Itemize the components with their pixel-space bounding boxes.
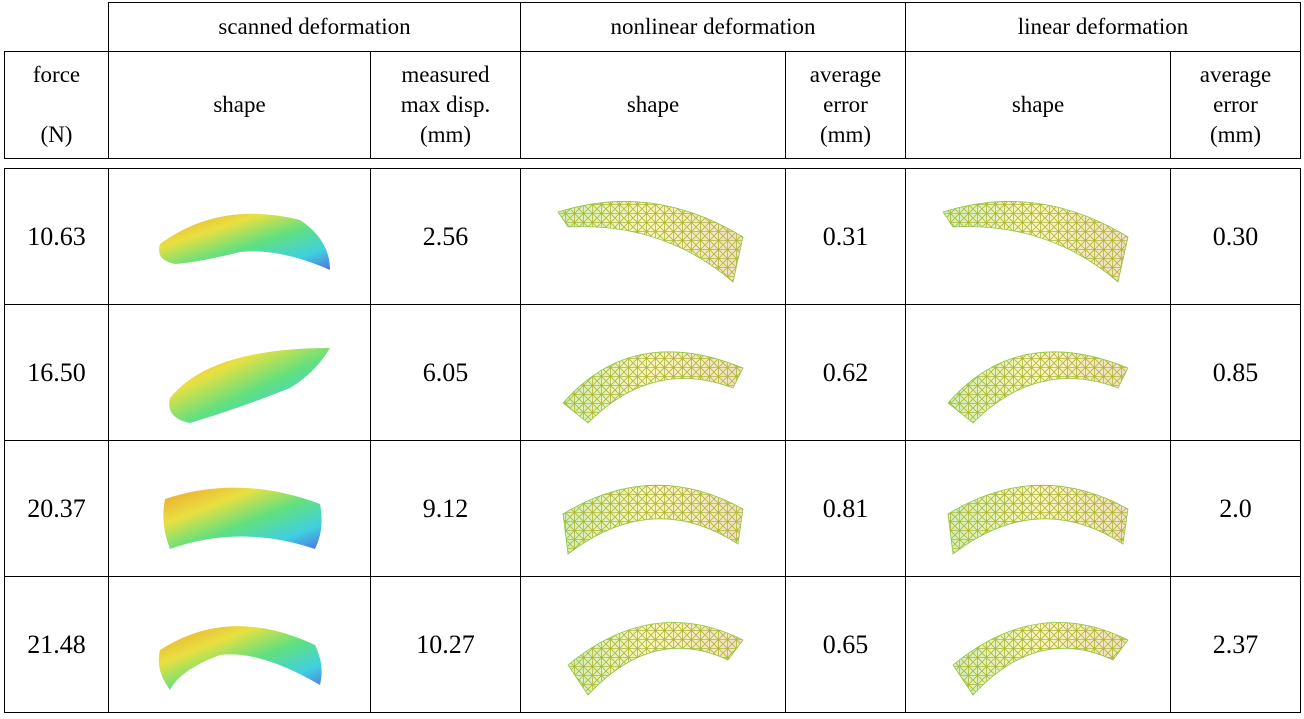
data-row: 20.37 9.12 0.81 2.0 — [5, 441, 1301, 577]
shape-cell — [521, 305, 786, 441]
column-header: shape — [521, 52, 786, 159]
linear-error-cell: 0.85 — [1171, 305, 1301, 441]
header-line: average — [786, 60, 905, 90]
mesh-surface — [948, 485, 1128, 554]
scanned-surface — [159, 213, 330, 269]
shape-image — [543, 318, 763, 428]
header-line: (mm) — [786, 120, 905, 150]
shape-cell — [906, 169, 1171, 305]
mesh-surface — [563, 485, 743, 554]
body-table: 10.63 2.56 0.31 0.30 16.50 6.05 0.62 0.85 20.37 9… — [4, 168, 1301, 713]
shape-image — [130, 318, 350, 428]
shape-image — [928, 590, 1148, 700]
max-disp-cell: 10.27 — [371, 577, 521, 713]
column-header: shape — [906, 52, 1171, 159]
data-row: 10.63 2.56 0.31 0.30 — [5, 169, 1301, 305]
shape-image — [543, 454, 763, 564]
shape-cell — [521, 577, 786, 713]
header-line — [5, 90, 108, 120]
mesh-surface — [948, 351, 1128, 422]
column-header: force (N) — [5, 52, 109, 159]
group-header: linear deformation — [906, 3, 1301, 52]
shape-image — [130, 182, 350, 292]
scanned-surface — [158, 626, 321, 690]
shape-cell — [906, 577, 1171, 713]
shape-image — [543, 182, 763, 292]
shape-image — [928, 182, 1148, 292]
mesh-surface — [953, 622, 1128, 695]
header-line: shape — [109, 90, 370, 120]
header-line: force — [5, 60, 108, 90]
linear-error-cell: 2.0 — [1171, 441, 1301, 577]
header-line: error — [1171, 90, 1300, 120]
header-line: (mm) — [1171, 120, 1300, 150]
nonlinear-error-cell: 0.62 — [786, 305, 906, 441]
max-disp-cell: 6.05 — [371, 305, 521, 441]
shape-image — [543, 590, 763, 700]
nonlinear-error-cell: 0.81 — [786, 441, 906, 577]
page: scanned deformation nonlinear deformatio… — [0, 0, 1304, 719]
group-header: scanned deformation — [109, 3, 521, 52]
header-line: (mm) — [371, 120, 520, 150]
shape-cell — [109, 577, 371, 713]
shape-cell — [109, 169, 371, 305]
shape-cell — [109, 441, 371, 577]
data-row: 21.48 10.27 0.65 2.37 — [5, 577, 1301, 713]
header-line: measured — [371, 60, 520, 90]
scanned-surface — [163, 487, 321, 548]
data-row: 16.50 6.05 0.62 0.85 — [5, 305, 1301, 441]
shape-image — [130, 454, 350, 564]
force-cell: 20.37 — [5, 441, 109, 577]
max-disp-cell: 2.56 — [371, 169, 521, 305]
header-line: average — [1171, 60, 1300, 90]
nonlinear-error-cell: 0.31 — [786, 169, 906, 305]
shape-cell — [109, 305, 371, 441]
force-cell: 10.63 — [5, 169, 109, 305]
group-header: nonlinear deformation — [521, 3, 906, 52]
shape-image — [928, 318, 1148, 428]
header-line: max disp. — [371, 90, 520, 120]
shape-cell — [521, 169, 786, 305]
corner-cell — [5, 3, 109, 52]
mesh-surface — [558, 201, 743, 282]
shape-image — [928, 454, 1148, 564]
header-line: shape — [521, 90, 785, 120]
linear-error-cell: 2.37 — [1171, 577, 1301, 713]
mesh-surface — [943, 201, 1128, 282]
shape-image — [130, 590, 350, 700]
mesh-surface — [568, 622, 743, 695]
header-line: (N) — [5, 120, 108, 150]
force-cell: 21.48 — [5, 577, 109, 713]
shape-cell — [906, 305, 1171, 441]
column-header: shape — [109, 52, 371, 159]
force-cell: 16.50 — [5, 305, 109, 441]
max-disp-cell: 9.12 — [371, 441, 521, 577]
scanned-surface — [169, 348, 330, 423]
header-line: shape — [906, 90, 1170, 120]
linear-error-cell: 0.30 — [1171, 169, 1301, 305]
header-line: error — [786, 90, 905, 120]
shape-cell — [906, 441, 1171, 577]
header-table: scanned deformation nonlinear deformatio… — [4, 2, 1301, 159]
mesh-surface — [563, 351, 743, 422]
nonlinear-error-cell: 0.65 — [786, 577, 906, 713]
shape-cell — [521, 441, 786, 577]
